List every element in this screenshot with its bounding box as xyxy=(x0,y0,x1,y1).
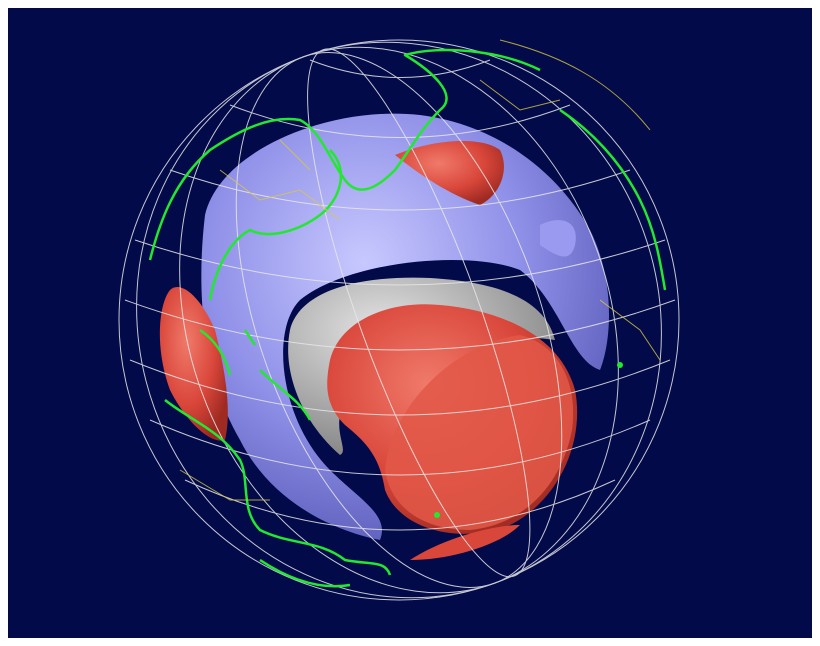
blue-shell xyxy=(201,113,610,540)
red-lower xyxy=(410,525,520,560)
island xyxy=(434,512,440,518)
island xyxy=(617,362,623,368)
blue-fragment xyxy=(540,220,576,257)
coastlines xyxy=(148,48,667,588)
red-upper xyxy=(395,140,504,205)
graticule xyxy=(118,39,680,601)
globe-interior xyxy=(159,113,610,560)
red-left xyxy=(159,286,228,441)
borders xyxy=(179,39,661,501)
